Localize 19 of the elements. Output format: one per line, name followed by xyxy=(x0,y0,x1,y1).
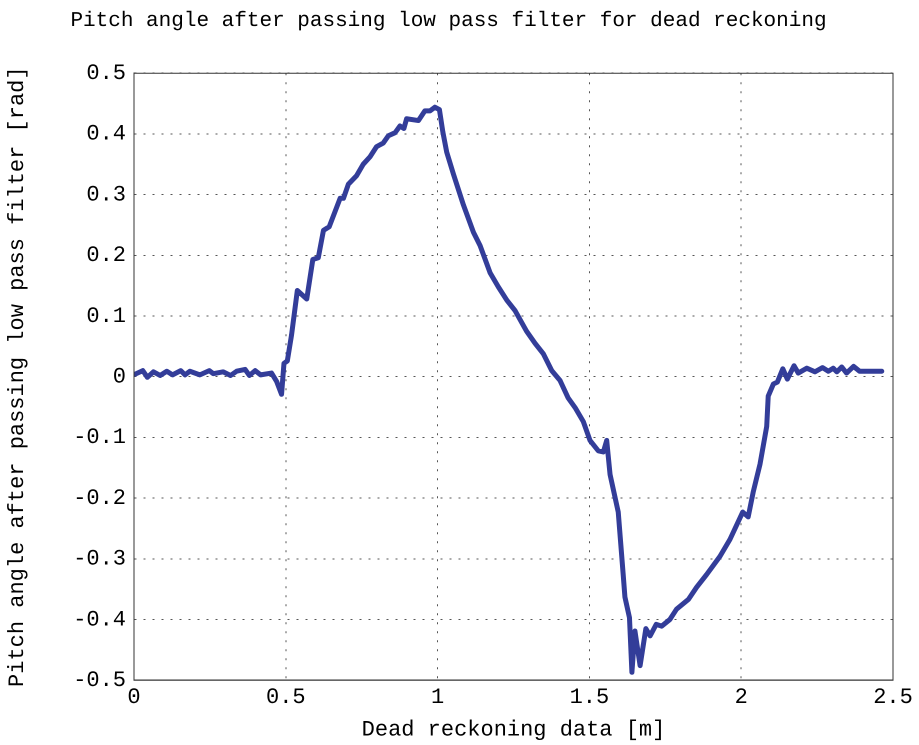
y-axis-title: Pitch angle after passing low pass filter [rad] xyxy=(5,66,30,687)
y-tick-label: 0 xyxy=(112,364,126,390)
y-tick-label: 0.2 xyxy=(86,243,126,268)
y-tick-label: -0.4 xyxy=(73,607,126,632)
x-axis-title: Dead reckoning data [m] xyxy=(362,718,666,743)
x-tick-label: 0.5 xyxy=(266,685,306,710)
chart-title: Pitch angle after passing low pass filter for dead reckoning xyxy=(70,10,827,34)
y-tick-label: 0.5 xyxy=(86,61,126,86)
y-tick-label: -0.3 xyxy=(73,546,126,572)
y-tick-label: 0.3 xyxy=(86,182,126,208)
y-tick-label: 0.4 xyxy=(86,122,126,147)
x-tick-label: 1 xyxy=(431,685,444,710)
y-tick-label: 0.1 xyxy=(86,304,126,329)
y-tick-label: -0.5 xyxy=(73,668,126,694)
y-tick-label: -0.1 xyxy=(73,425,126,450)
x-tick-label: 1.5 xyxy=(570,685,610,710)
x-tick-label: 2.5 xyxy=(873,685,913,710)
y-tick-label: -0.2 xyxy=(73,486,126,511)
x-tick-label: 2 xyxy=(734,685,748,710)
